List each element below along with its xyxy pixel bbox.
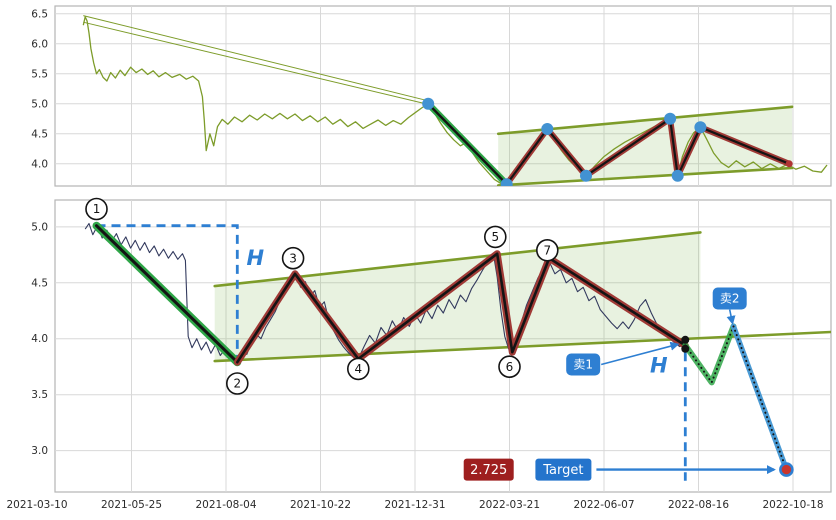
- pivot-number: 7: [543, 244, 551, 258]
- pivot-marker-dot: [422, 97, 435, 110]
- target-annotation: 2.725 Target: [463, 458, 794, 481]
- h1-label: H: [247, 246, 265, 270]
- detail-plot: [84, 221, 831, 481]
- pivot-circle: [535, 239, 559, 262]
- y-tick-label: 5.0: [31, 221, 48, 233]
- x-tick-label: 2021-12-31: [384, 499, 445, 511]
- sell1-arrow: [600, 341, 680, 366]
- overview-plot: [82, 15, 828, 186]
- pivot-number: 2: [234, 377, 242, 391]
- sell1-annotation: 卖1: [566, 341, 680, 376]
- trend-channel-line: [83, 21, 429, 105]
- y-tick-label: 4.0: [31, 158, 48, 170]
- sell2-arrow: [726, 309, 736, 325]
- x-tick-label: 2021-03-10: [6, 499, 67, 511]
- sell2-label: 卖2: [720, 292, 740, 306]
- y-tick-label: 3.5: [31, 389, 48, 401]
- pivot-badge-2: 2: [226, 372, 249, 395]
- pivot-circle: [226, 372, 249, 395]
- x-tick-label: 2022-03-21: [479, 499, 540, 511]
- overview-price-line: [82, 16, 828, 185]
- pivot-marker-dot: [500, 178, 513, 186]
- pivot-marker-dot: [694, 121, 707, 134]
- target-value-text: 2.725: [470, 463, 507, 478]
- pivot-circle: [346, 357, 370, 381]
- pivot-badge-1: 1: [85, 197, 108, 221]
- trend-channel-line: [83, 15, 429, 102]
- pattern-end-dot: [785, 160, 793, 168]
- overview-impulse-line-core: [427, 102, 508, 186]
- y-tick-label: 4.5: [31, 128, 48, 140]
- y-tick-label: 6.5: [31, 8, 48, 20]
- pivot-circle: [483, 225, 507, 249]
- y-tick-label: 6.0: [31, 38, 48, 50]
- target-end-dot: [779, 462, 794, 477]
- y-tick-label: 4.5: [31, 277, 48, 289]
- projection-drop-casing: [730, 323, 790, 473]
- y-tick-label: 3.0: [31, 445, 48, 457]
- x-tick-label: 2022-08-16: [668, 499, 729, 511]
- y-tick-label: 5.5: [31, 68, 48, 80]
- detail-panel: 5.0 4.5 4.0 3.5 3.0 1 2 3 4 5 6 7 H H 卖1 卖2 2.725 Target: [31, 197, 832, 493]
- sell2-badge: [712, 287, 747, 310]
- y-tick-label: 5.0: [31, 98, 48, 110]
- height1-dashed-line: [96, 224, 239, 363]
- sell-point-dot: [681, 344, 690, 353]
- overview-panel: 6.5 6.0 5.5 5.0 4.5 4.0: [31, 5, 832, 187]
- pivot-number: 6: [506, 360, 514, 374]
- pivot-circle: [281, 246, 305, 270]
- y-tick-label: 4.0: [31, 333, 48, 345]
- wedge-lower-line: [496, 166, 794, 186]
- pivot-marker-dot: [541, 123, 554, 135]
- pivot-number: 1: [93, 202, 101, 216]
- h2-label: H: [650, 353, 668, 377]
- sell2-annotation: 卖2: [712, 287, 747, 325]
- x-tick-label: 2021-10-22: [290, 499, 351, 511]
- x-axis: 2021-03-10 2021-05-25 2021-08-04 2021-10-22…: [6, 499, 823, 511]
- pivot-marker-dot: [580, 169, 592, 182]
- overview-panel-border: [54, 5, 832, 187]
- detail-impulse-line-core: [95, 224, 239, 364]
- pivot-number: 4: [354, 362, 362, 376]
- pivot-badge-4: 4: [346, 357, 370, 381]
- target-value-badge: [463, 458, 514, 481]
- pivot-badge-5: 5: [483, 225, 507, 249]
- pivot-marker-dot: [664, 112, 677, 125]
- x-tick-label: 2022-06-07: [573, 499, 634, 511]
- target-label-badge: [535, 458, 592, 481]
- overview-grid: [55, 6, 831, 186]
- x-tick-label: 2021-08-04: [195, 499, 256, 511]
- x-tick-label: 2022-10-18: [762, 499, 823, 511]
- pivot-circle: [85, 197, 108, 221]
- target-label-text: Target: [542, 463, 583, 478]
- x-tick-label: 2021-05-25: [101, 499, 162, 511]
- projection-zigzag-core: [684, 325, 735, 384]
- wedge-fill: [498, 106, 793, 186]
- sell1-badge: [566, 353, 601, 376]
- sell1-label: 卖1: [573, 358, 593, 372]
- pivot-circle: [498, 355, 521, 379]
- pivot-badge-6: 6: [498, 355, 521, 379]
- pivot-number: 5: [492, 230, 500, 244]
- sell-point-dot: [681, 335, 690, 344]
- pivot-marker-dot: [671, 169, 684, 182]
- pivot-badge-3: 3: [281, 246, 305, 270]
- detail-panel-border: [54, 199, 832, 493]
- pivot-badge-7: 7: [535, 239, 559, 262]
- pivot-number: 3: [289, 251, 297, 265]
